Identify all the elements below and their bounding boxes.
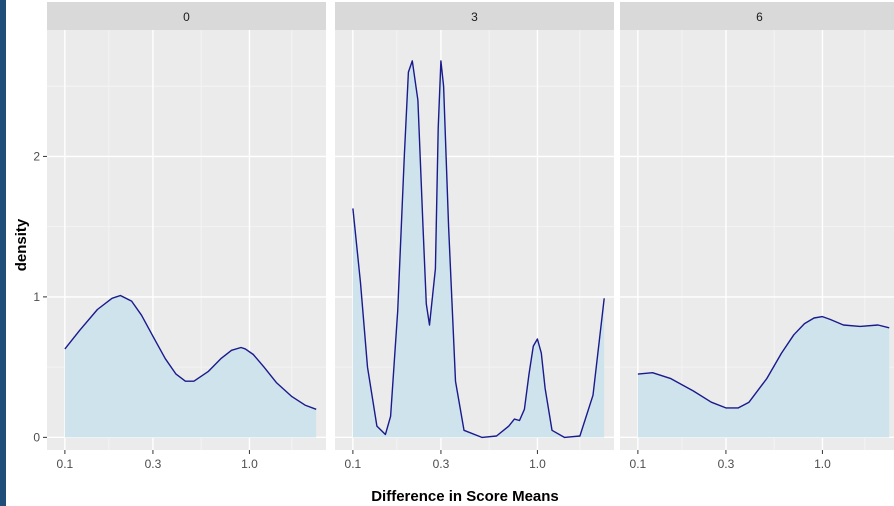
y-axis: 0 1 2	[33, 149, 47, 444]
y-tick-label: 1	[33, 290, 40, 304]
density-area-6	[637, 316, 890, 438]
x-tick-label: 0.1	[345, 457, 362, 471]
facet-panel-3: 3 0.1 0.3 1.0	[335, 2, 614, 471]
x-tick-label: 0.1	[57, 457, 74, 471]
x-tick-label: 0.3	[433, 457, 450, 471]
y-tick-label: 2	[33, 149, 40, 163]
density-series	[352, 60, 605, 439]
window-edge	[0, 0, 6, 506]
facet-strip-label-6: 6	[756, 10, 763, 24]
x-tick-label: 1.0	[814, 457, 831, 471]
y-tick-label: 0	[33, 430, 40, 444]
x-tick-label: 0.3	[145, 457, 162, 471]
facet-strip-3	[335, 2, 614, 30]
panels-layer: 0 0.1 0.3 1.0 3 0.1 0.3 1.0 6 0.1 0.3 1.0	[47, 2, 894, 471]
x-tick-label: 0.3	[718, 457, 735, 471]
facet-panel-0: 0 0.1 0.3 1.0	[47, 2, 326, 471]
density-line-6	[637, 315, 890, 409]
density-line-3	[352, 60, 605, 439]
facet-strip-label-0: 0	[183, 10, 190, 24]
density-series	[64, 294, 317, 438]
y-axis-title: density	[13, 218, 30, 271]
facet-strip-6	[620, 2, 894, 30]
facet-strip-0	[47, 2, 326, 30]
facet-panel-6: 6 0.1 0.3 1.0	[620, 2, 894, 471]
x-tick-label: 1.0	[529, 457, 546, 471]
density-line-0	[64, 294, 317, 410]
density-area-0	[64, 295, 317, 438]
x-axis-title: Difference in Score Means	[371, 488, 559, 505]
density-series	[637, 315, 890, 438]
density-area-3	[352, 60, 605, 438]
grid-lines	[620, 30, 894, 450]
x-tick-label: 0.1	[630, 457, 647, 471]
panel-background	[335, 30, 614, 450]
x-tick-label: 1.0	[241, 457, 258, 471]
facet-strip-label-3: 3	[471, 10, 478, 24]
